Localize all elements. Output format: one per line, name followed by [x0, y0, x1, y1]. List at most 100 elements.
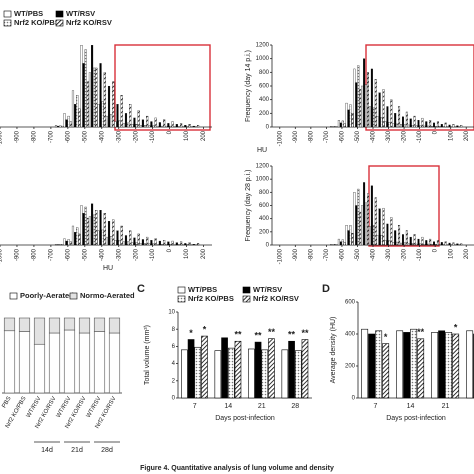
- legend-label: WT/RSV: [66, 9, 95, 18]
- bar: [144, 125, 147, 128]
- bar: [120, 95, 123, 128]
- bar: [409, 118, 412, 128]
- y-tick-label: 1200: [256, 164, 270, 170]
- x-tick-label: -600: [65, 130, 71, 143]
- bar: [339, 241, 342, 246]
- x-tick-label: 200: [464, 248, 470, 259]
- bar: [398, 106, 401, 128]
- y-tick-label: 0: [172, 396, 176, 402]
- bar: [78, 233, 81, 246]
- bar: [429, 238, 432, 246]
- bar: [74, 104, 77, 128]
- bar: [91, 203, 94, 246]
- bar: [405, 230, 408, 246]
- bar: [82, 213, 85, 246]
- bar: [440, 124, 443, 128]
- bar: [388, 240, 391, 246]
- bar: [351, 113, 354, 128]
- bar: [370, 185, 373, 246]
- x-tick-label: -300: [116, 130, 122, 143]
- bar: [69, 241, 72, 246]
- bar: [372, 225, 375, 246]
- bar: [378, 92, 381, 128]
- bar: [86, 81, 89, 128]
- bar: [425, 121, 428, 128]
- bar: [372, 107, 375, 128]
- legend-swatch: [177, 286, 186, 294]
- bar: [268, 338, 275, 399]
- bar: [436, 121, 439, 128]
- bar: [431, 244, 434, 246]
- significance: **: [417, 327, 425, 337]
- x-tick-label: -500: [355, 130, 361, 143]
- bar: [411, 243, 414, 246]
- legend-swatch: [242, 286, 251, 294]
- x-tick-label: -400: [99, 130, 105, 143]
- x-tick-label: -700: [324, 248, 330, 261]
- bar: [103, 213, 106, 246]
- y-tick-label: 4: [172, 361, 176, 367]
- bar: [349, 225, 352, 246]
- x-tick-label: -900: [293, 130, 299, 143]
- bar: [380, 234, 383, 246]
- bar: [386, 223, 389, 246]
- x-tick-label: 7: [193, 403, 197, 410]
- bar: [456, 125, 459, 128]
- bar: [160, 244, 164, 246]
- bar: [76, 95, 79, 128]
- x-tick-label: 100: [448, 130, 454, 141]
- bar-segment: [93, 331, 106, 394]
- y-tick-label: 1000: [256, 177, 270, 183]
- bar: [181, 349, 188, 399]
- x-tick-label: 0: [167, 248, 173, 252]
- legend-label: Nrf2 KO/PBS: [188, 294, 234, 303]
- bar: [392, 242, 395, 246]
- bar: [367, 72, 369, 128]
- bar: [118, 240, 121, 246]
- x-tick-label: -900: [15, 248, 21, 261]
- bar: [197, 243, 200, 246]
- bar: [127, 241, 130, 246]
- bar: [156, 244, 159, 246]
- x-tick-label: -600: [340, 130, 346, 143]
- bar: [466, 330, 474, 399]
- bar: [403, 242, 406, 246]
- bar: [137, 233, 140, 246]
- bar: [93, 67, 96, 128]
- bar: [415, 125, 418, 128]
- bar: [122, 241, 125, 246]
- bar: [359, 211, 362, 246]
- bar: [197, 125, 200, 128]
- significance: *: [189, 328, 193, 338]
- bar: [110, 114, 113, 128]
- bar: [431, 126, 434, 128]
- bar: [76, 227, 79, 246]
- x-tick-label: -900: [293, 248, 299, 261]
- legend-swatch: [3, 10, 12, 18]
- bar: [167, 123, 170, 128]
- bar: [156, 125, 159, 128]
- bar: [188, 124, 191, 128]
- bar: [390, 217, 393, 246]
- bar: [363, 58, 366, 128]
- bar-segment: [108, 332, 121, 394]
- bar: [158, 240, 161, 246]
- bar: [444, 241, 447, 246]
- bar: [124, 235, 128, 246]
- bar: [442, 244, 445, 246]
- bar: [86, 217, 89, 246]
- bar: [357, 188, 360, 246]
- bar: [165, 244, 168, 246]
- x-tick-label: -300: [386, 130, 392, 143]
- bar: [169, 125, 172, 128]
- bar: [54, 244, 58, 246]
- x-tick-label: -700: [324, 130, 330, 143]
- bar: [61, 125, 64, 128]
- bar: [65, 240, 68, 246]
- bar: [330, 244, 333, 246]
- bar: [95, 210, 98, 246]
- bar: [171, 240, 174, 246]
- legend-swatch: [242, 295, 251, 303]
- x-tick-label: 0: [167, 130, 173, 134]
- bar: [95, 67, 98, 128]
